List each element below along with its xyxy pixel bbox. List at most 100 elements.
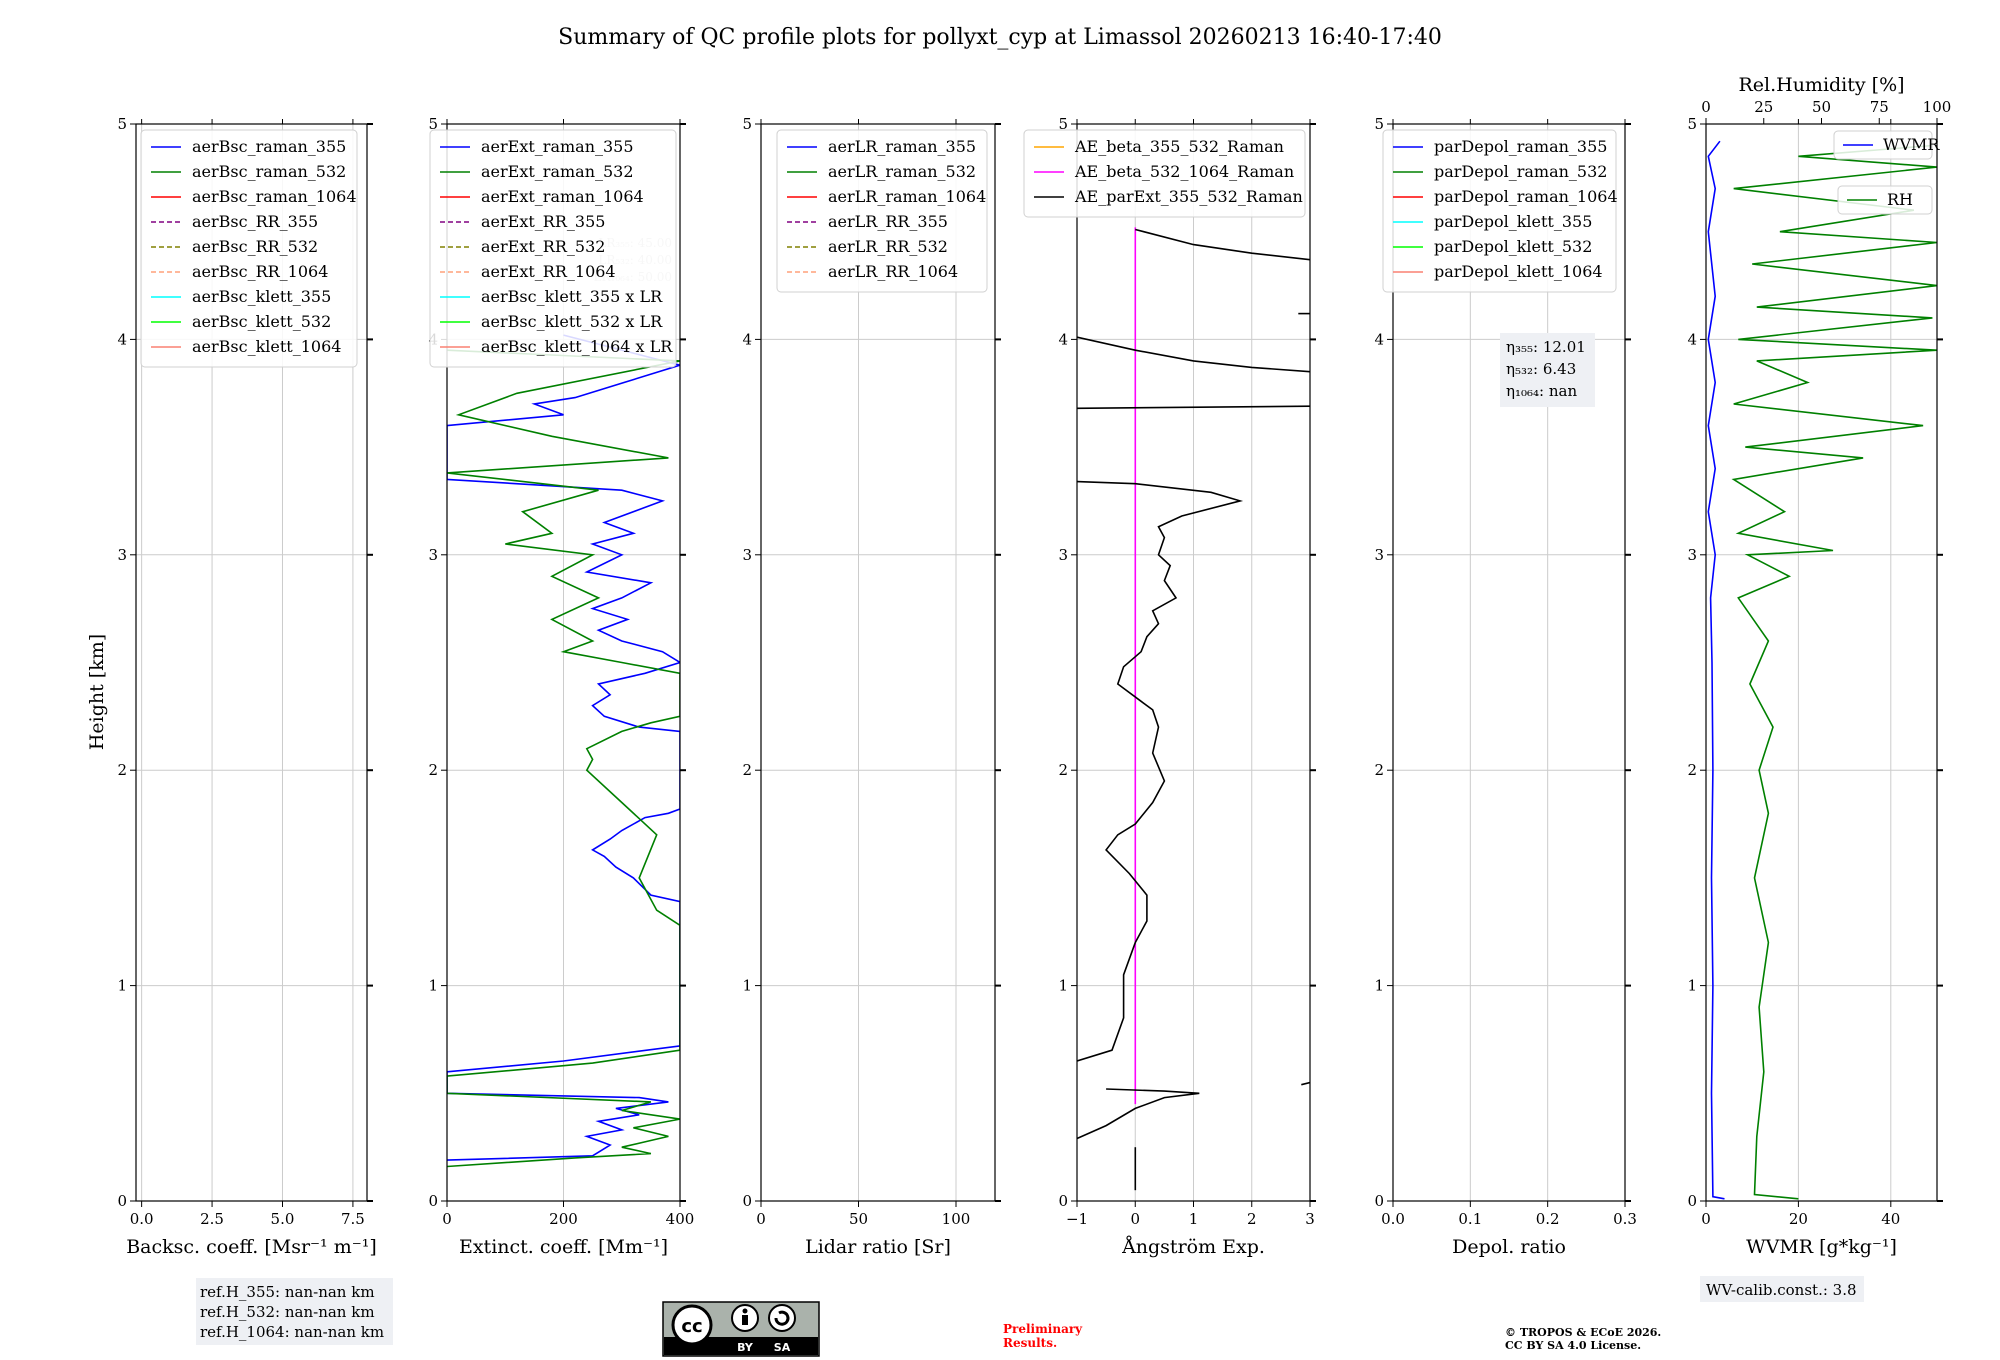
wv-calib-box: WV-calib.const.: 3.8 [1700,1276,1864,1302]
legend-entry: aerBsc_klett_1064 [192,337,341,356]
y-tick-label: 3 [1687,546,1697,564]
legend-entry: aerExt_RR_1064 [481,262,616,281]
y-tick-label: 1 [742,977,752,995]
x-tick-label: 0.0 [1381,1210,1405,1228]
x-tick-label: 0.0 [130,1210,154,1228]
legend-entry: aerBsc_klett_1064 x LR [481,337,673,356]
sa-label: SA [774,1341,791,1354]
y-tick-label: 4 [1687,330,1697,348]
y-tick-label: 2 [742,761,752,779]
eta-label: η₁₀₆₄: nan [1506,382,1577,400]
preliminary-line-2: Results. [1003,1336,1057,1350]
y-tick-label: 3 [428,546,438,564]
ref-height-box: ref.H_355: nan-nan km ref.H_532: nan-nan… [196,1278,393,1345]
legend-box [1382,129,1617,293]
legend-box [1023,129,1306,218]
by-label: BY [737,1341,754,1354]
legend: aerBsc_raman_355 aerBsc_raman_532 aerBsc_r… [140,129,358,368]
panel-depol: 0.0 0.1 0.2 0.3 0 1 2 3 4 5 Depol. ratio η₃₅₅: 12.0… [1374,115,1636,1258]
legend-box-rh [1837,185,1933,215]
series-AE_parExt_355_532_Raman [1077,480,1244,1062]
y-tick-label: 1 [1058,977,1068,995]
y-tick-label: 3 [1058,546,1068,564]
legend-entry: RH [1887,190,1913,209]
top-x-tick-label: 25 [1754,98,1773,116]
y-tick-label: 5 [1058,115,1068,133]
legend-entry: parDepol_klett_355 [1434,212,1592,231]
y-tick-label: 4 [742,330,752,348]
cc-text: cc [681,1316,702,1337]
series-group [1077,227,1310,1191]
legend-entry: aerBsc_RR_532 [192,237,318,256]
y-tick-label: 1 [117,977,127,995]
series-aerExt_raman_355 [447,334,680,1161]
legend-entry: aerBsc_RR_355 [192,212,318,231]
plot-frame [1705,123,1938,1202]
top-x-tick-label: 75 [1870,98,1889,116]
series-group [447,334,680,1168]
legend-entry: aerBsc_raman_1064 [192,187,357,206]
legend-entry: parDepol_klett_1064 [1434,262,1603,281]
x-axis-label: Backsc. coeff. [Msr⁻¹ m⁻¹] [126,1236,377,1258]
legend: aerLR_raman_355 aerLR_raman_532 aerLR_rama… [776,129,988,293]
top-x-axis-label: Rel.Humidity [%] [1738,74,1904,96]
x-axis-label: Ångström Exp. [1121,1236,1265,1258]
x-tick-label: 0.1 [1458,1210,1482,1228]
legend-box [140,129,358,368]
legend-box-wvmr [1833,130,1933,160]
legend-entry: aerBsc_klett_355 [192,287,331,306]
y-tick-label: 3 [742,546,752,564]
x-axis-label: Lidar ratio [Sr] [805,1236,951,1258]
y-tick-label: 2 [1687,761,1697,779]
plot-frame [760,123,996,1202]
series-AE_parExt_355_532_Raman [1077,336,1310,373]
preliminary-line-1: Preliminary [1003,1322,1083,1336]
series-WVMR [1707,140,1725,1200]
x-axis-label: Depol. ratio [1452,1236,1566,1258]
legend: parDepol_raman_355 parDepol_raman_532 parD… [1382,129,1618,293]
legend-entry: aerBsc_klett_532 [192,312,331,331]
eta-label: η₃₅₅: 12.01 [1506,338,1586,356]
y-tick-label: 4 [1374,330,1384,348]
legend: WVMR RH [1833,130,1940,215]
x-tick-label: 0.2 [1536,1210,1560,1228]
y-tick-label: 1 [1687,977,1697,995]
copyright-line-2: CC BY SA 4.0 License. [1505,1339,1641,1352]
legend-entry: AE_beta_355_532_Raman [1074,137,1284,156]
panel-backscatter: 0.0 2.5 5.0 7.5 0 1 2 3 4 5 Backsc. coeff. [Msr⁻¹ … [117,115,376,1258]
legend-entry: aerLR_RR_355 [828,212,948,231]
top-x-tick-label: 100 [1923,98,1952,116]
x-tick-label: 0 [1701,1210,1711,1228]
x-tick-label: 0 [442,1210,452,1228]
plot-frame [1392,123,1626,1202]
y-tick-label: 5 [1687,115,1697,133]
share-alike-icon [768,1304,796,1332]
series-group [1707,140,1937,1200]
legend-entry: aerLR_raman_355 [828,137,976,156]
x-tick-label: 400 [666,1210,695,1228]
panel-lidar_ratio: 0 50 100 0 1 2 3 4 5 Lidar ratio [Sr] aerLR_raman_… [742,115,1001,1258]
x-axis-label: Extinct. coeff. [Mm⁻¹] [459,1236,668,1258]
y-tick-label: 0 [428,1192,438,1210]
y-tick-label: 0 [117,1192,127,1210]
cc-icon [671,1304,713,1346]
y-tick-label: 2 [1058,761,1068,779]
legend-entry: AE_parExt_355_532_Raman [1074,187,1303,206]
legend-entry: aerExt_RR_355 [481,212,605,231]
copyright-line-1: © TROPOS & ECoE 2026. [1505,1326,1661,1339]
y-tick-label: 5 [1374,115,1384,133]
legend-entry: aerBsc_raman_532 [192,162,346,181]
x-axis-label: WVMR [g*kg⁻¹] [1746,1236,1897,1258]
legend-entry: WVMR [1883,135,1940,154]
ref-height-355: ref.H_355: nan-nan km [200,1283,375,1301]
legend-box [776,129,988,293]
series-aerExt_raman_532 [447,349,680,1168]
legend-entry: aerLR_raman_532 [828,162,976,181]
legend-box [429,129,677,368]
legend-entry: aerLR_raman_1064 [828,187,986,206]
wv-calib-const: WV-calib.const.: 3.8 [1706,1281,1857,1299]
eta-label: η₅₃₂: 6.43 [1506,360,1576,378]
x-tick-label: 2.5 [200,1210,224,1228]
legend-entry: aerBsc_RR_1064 [192,262,328,281]
